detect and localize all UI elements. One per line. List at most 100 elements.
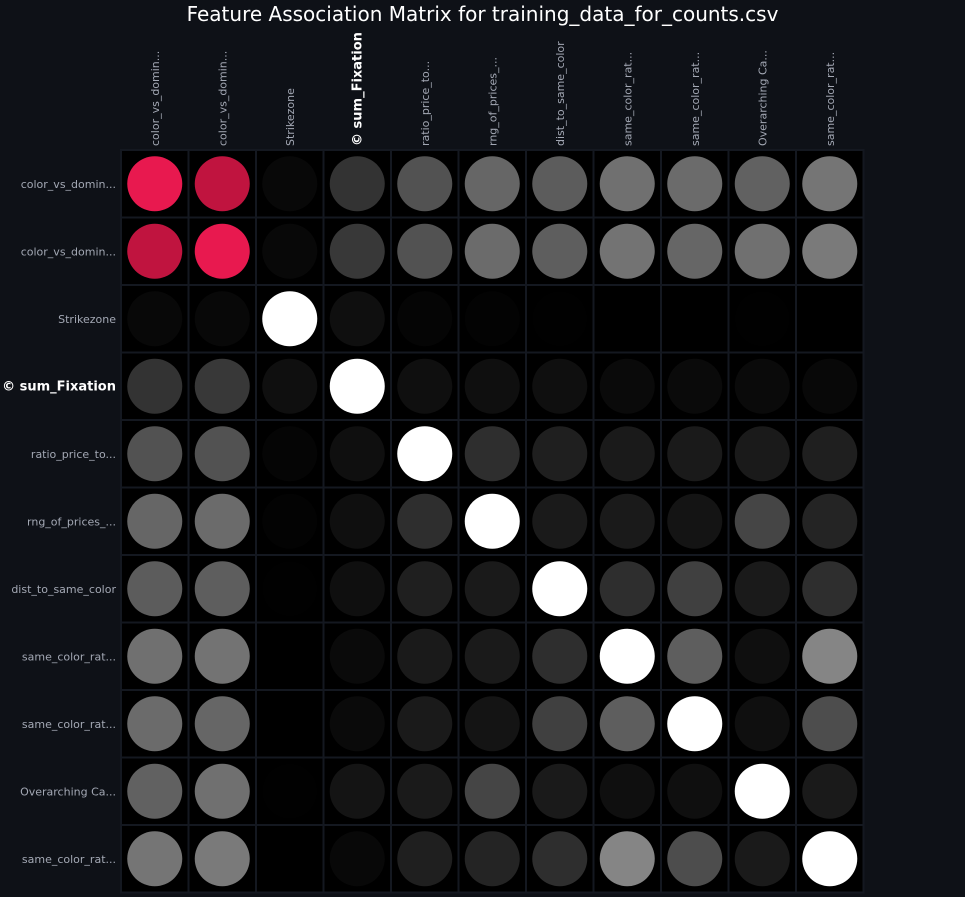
association-dot	[397, 426, 453, 482]
association-dot	[667, 696, 723, 752]
association-dot	[667, 358, 723, 414]
association-dot	[194, 696, 250, 752]
association-dot	[397, 561, 453, 617]
association-dot	[599, 696, 655, 752]
association-dot	[397, 223, 453, 279]
association-dot	[329, 156, 385, 212]
association-dot	[397, 831, 453, 887]
association-dot	[599, 493, 655, 549]
association-dot	[802, 561, 858, 617]
association-dot	[127, 831, 183, 887]
association-dot	[599, 426, 655, 482]
column-label: same_color_rat...	[689, 52, 702, 146]
association-dot	[127, 426, 183, 482]
association-dot	[194, 493, 250, 549]
association-dot	[667, 291, 723, 347]
association-dot	[599, 561, 655, 617]
association-dot	[262, 696, 318, 752]
association-dot	[802, 291, 858, 347]
association-dot	[802, 156, 858, 212]
association-dot	[734, 358, 790, 414]
column-label: color_vs_domin...	[149, 51, 162, 146]
association-dot	[194, 561, 250, 617]
association-dot	[194, 426, 250, 482]
association-dot	[194, 156, 250, 212]
association-dot	[127, 156, 183, 212]
association-dot	[194, 358, 250, 414]
association-dot	[532, 291, 588, 347]
association-dot	[397, 628, 453, 684]
association-dot	[262, 763, 318, 819]
association-dot	[532, 628, 588, 684]
association-dot	[464, 628, 520, 684]
association-dot	[599, 291, 655, 347]
association-dot	[464, 291, 520, 347]
association-dot	[329, 493, 385, 549]
association-dot	[802, 831, 858, 887]
row-label: color_vs_domin...	[21, 178, 116, 191]
association-dot	[127, 291, 183, 347]
association-dot	[127, 628, 183, 684]
association-dot	[397, 696, 453, 752]
association-dot	[734, 831, 790, 887]
column-label: © sum_Fixation	[350, 32, 365, 146]
association-dot	[329, 358, 385, 414]
association-dot	[262, 156, 318, 212]
association-dot	[194, 628, 250, 684]
association-dot	[532, 831, 588, 887]
association-dot	[599, 223, 655, 279]
association-dot	[599, 358, 655, 414]
association-dot	[667, 156, 723, 212]
association-dot	[329, 426, 385, 482]
cells-layer	[120, 149, 865, 894]
column-label: Overarching Ca...	[756, 50, 769, 146]
association-dot	[734, 426, 790, 482]
association-dot	[262, 426, 318, 482]
column-label: same_color_rat...	[824, 52, 837, 146]
association-dot	[262, 358, 318, 414]
association-dot	[532, 763, 588, 819]
association-dot	[599, 763, 655, 819]
association-dot	[127, 763, 183, 819]
association-dot	[464, 763, 520, 819]
column-label: rng_of_prices_...	[486, 57, 499, 146]
row-label: Strikezone	[58, 313, 116, 326]
association-dot	[262, 561, 318, 617]
association-dot	[397, 358, 453, 414]
column-label: color_vs_domin...	[216, 51, 229, 146]
association-dot	[464, 426, 520, 482]
association-dot	[194, 291, 250, 347]
row-label: Overarching Ca...	[20, 785, 116, 798]
association-dot	[127, 696, 183, 752]
association-dot	[464, 831, 520, 887]
association-dot	[329, 763, 385, 819]
association-dot	[262, 291, 318, 347]
association-dot	[802, 358, 858, 414]
association-dot	[397, 156, 453, 212]
association-dot	[802, 426, 858, 482]
association-dot	[194, 223, 250, 279]
association-dot	[397, 291, 453, 347]
association-dot	[194, 763, 250, 819]
association-dot	[464, 493, 520, 549]
chart-title: Feature Association Matrix for training_…	[186, 2, 779, 26]
association-dot	[802, 628, 858, 684]
association-dot	[464, 358, 520, 414]
column-labels: color_vs_domin... color_vs_domin... Strike…	[149, 32, 837, 146]
association-dot	[734, 156, 790, 212]
association-dot	[734, 561, 790, 617]
association-dot	[734, 763, 790, 819]
association-dot	[329, 696, 385, 752]
association-dot	[127, 561, 183, 617]
association-dot	[532, 358, 588, 414]
row-label: rng_of_prices_...	[27, 515, 116, 528]
association-dot	[734, 628, 790, 684]
association-dot	[734, 696, 790, 752]
association-dot	[667, 628, 723, 684]
association-dot	[464, 223, 520, 279]
association-dot	[329, 628, 385, 684]
association-dot	[532, 561, 588, 617]
association-dot	[599, 156, 655, 212]
association-dot	[127, 493, 183, 549]
association-dot	[329, 223, 385, 279]
